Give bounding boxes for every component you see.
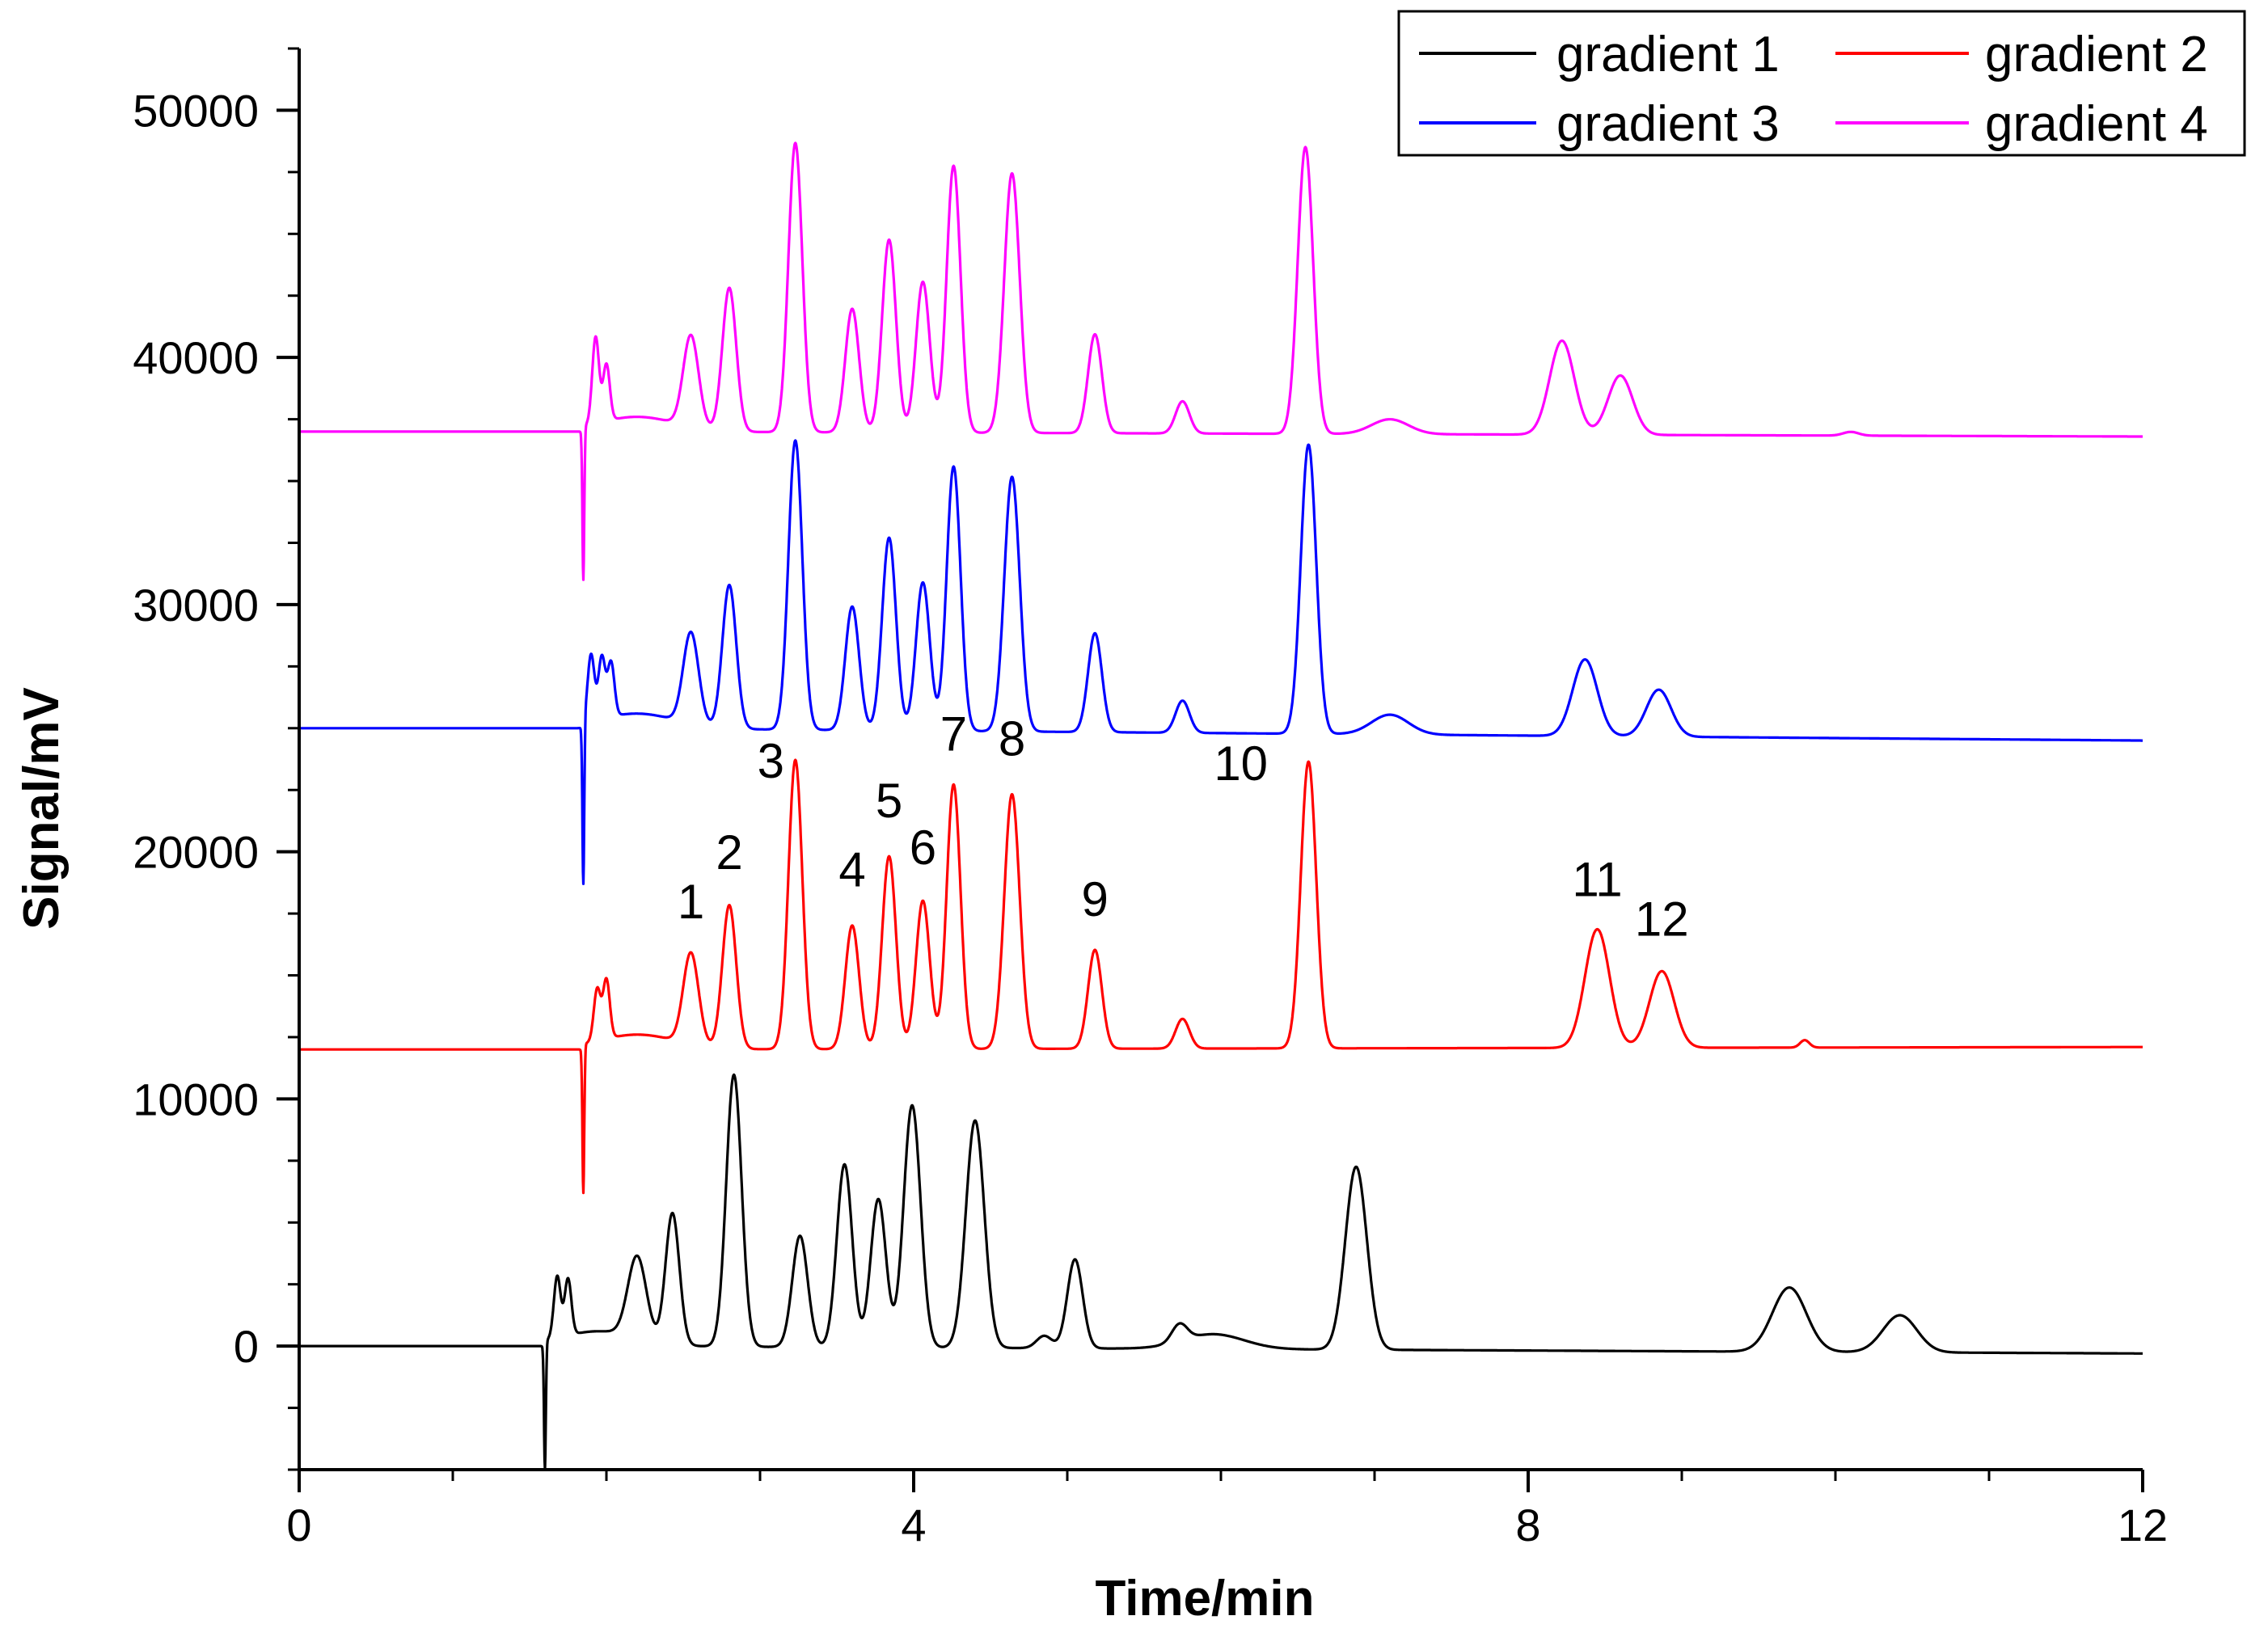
legend-label-gradient-2: gradient 2 bbox=[1985, 27, 2208, 82]
peak-label: 3 bbox=[758, 734, 784, 788]
y-axis-title: Signal/mV bbox=[14, 687, 70, 930]
x-tick-label: 4 bbox=[901, 1500, 926, 1551]
y-tick-label: 20000 bbox=[133, 827, 259, 878]
peak-label: 7 bbox=[940, 707, 967, 761]
peak-label: 8 bbox=[999, 711, 1025, 766]
series-line-gradient-3 bbox=[298, 439, 2144, 885]
peak-label: 12 bbox=[1635, 892, 1689, 947]
peak-label: 6 bbox=[910, 821, 936, 875]
peak-label: 2 bbox=[716, 825, 742, 880]
peak-label: 5 bbox=[876, 774, 902, 828]
y-tick-label: 10000 bbox=[133, 1074, 259, 1124]
x-tick-label: 0 bbox=[286, 1500, 311, 1551]
peak-label: 11 bbox=[1572, 853, 1622, 907]
axes: 0 4 8 12 0 10000 20000 30000 40000 50000 bbox=[133, 47, 2168, 1551]
peak-label: 10 bbox=[1214, 736, 1268, 791]
legend-box bbox=[1397, 10, 2246, 157]
y-tick-label: 0 bbox=[234, 1321, 259, 1372]
legend-label-gradient-3: gradient 3 bbox=[1556, 96, 1780, 152]
x-ticks: 0 4 8 12 bbox=[286, 1470, 2168, 1551]
y-tick-label: 30000 bbox=[133, 580, 259, 631]
x-tick-label: 12 bbox=[2118, 1500, 2168, 1551]
y-ticks: 0 10000 20000 30000 40000 50000 bbox=[133, 47, 299, 1471]
peak-label: 1 bbox=[678, 875, 704, 929]
legend: gradient 1 gradient 2 gradient 3 gradien… bbox=[1397, 10, 2246, 157]
x-tick-label: 8 bbox=[1515, 1500, 1540, 1551]
y-tick-label: 50000 bbox=[133, 85, 259, 136]
legend-label-gradient-1: gradient 1 bbox=[1556, 27, 1780, 82]
plot-area bbox=[298, 141, 2144, 1471]
series-line-gradient-2 bbox=[298, 758, 2144, 1195]
y-tick-label: 40000 bbox=[133, 332, 259, 383]
series-line-gradient-4 bbox=[298, 141, 2144, 581]
peak-label: 9 bbox=[1082, 872, 1109, 926]
x-axis-title: Time/min bbox=[1095, 1571, 1314, 1626]
series-line-gradient-1 bbox=[298, 1073, 2144, 1471]
legend-label-gradient-4: gradient 4 bbox=[1985, 96, 2208, 152]
peak-label: 4 bbox=[838, 842, 865, 897]
